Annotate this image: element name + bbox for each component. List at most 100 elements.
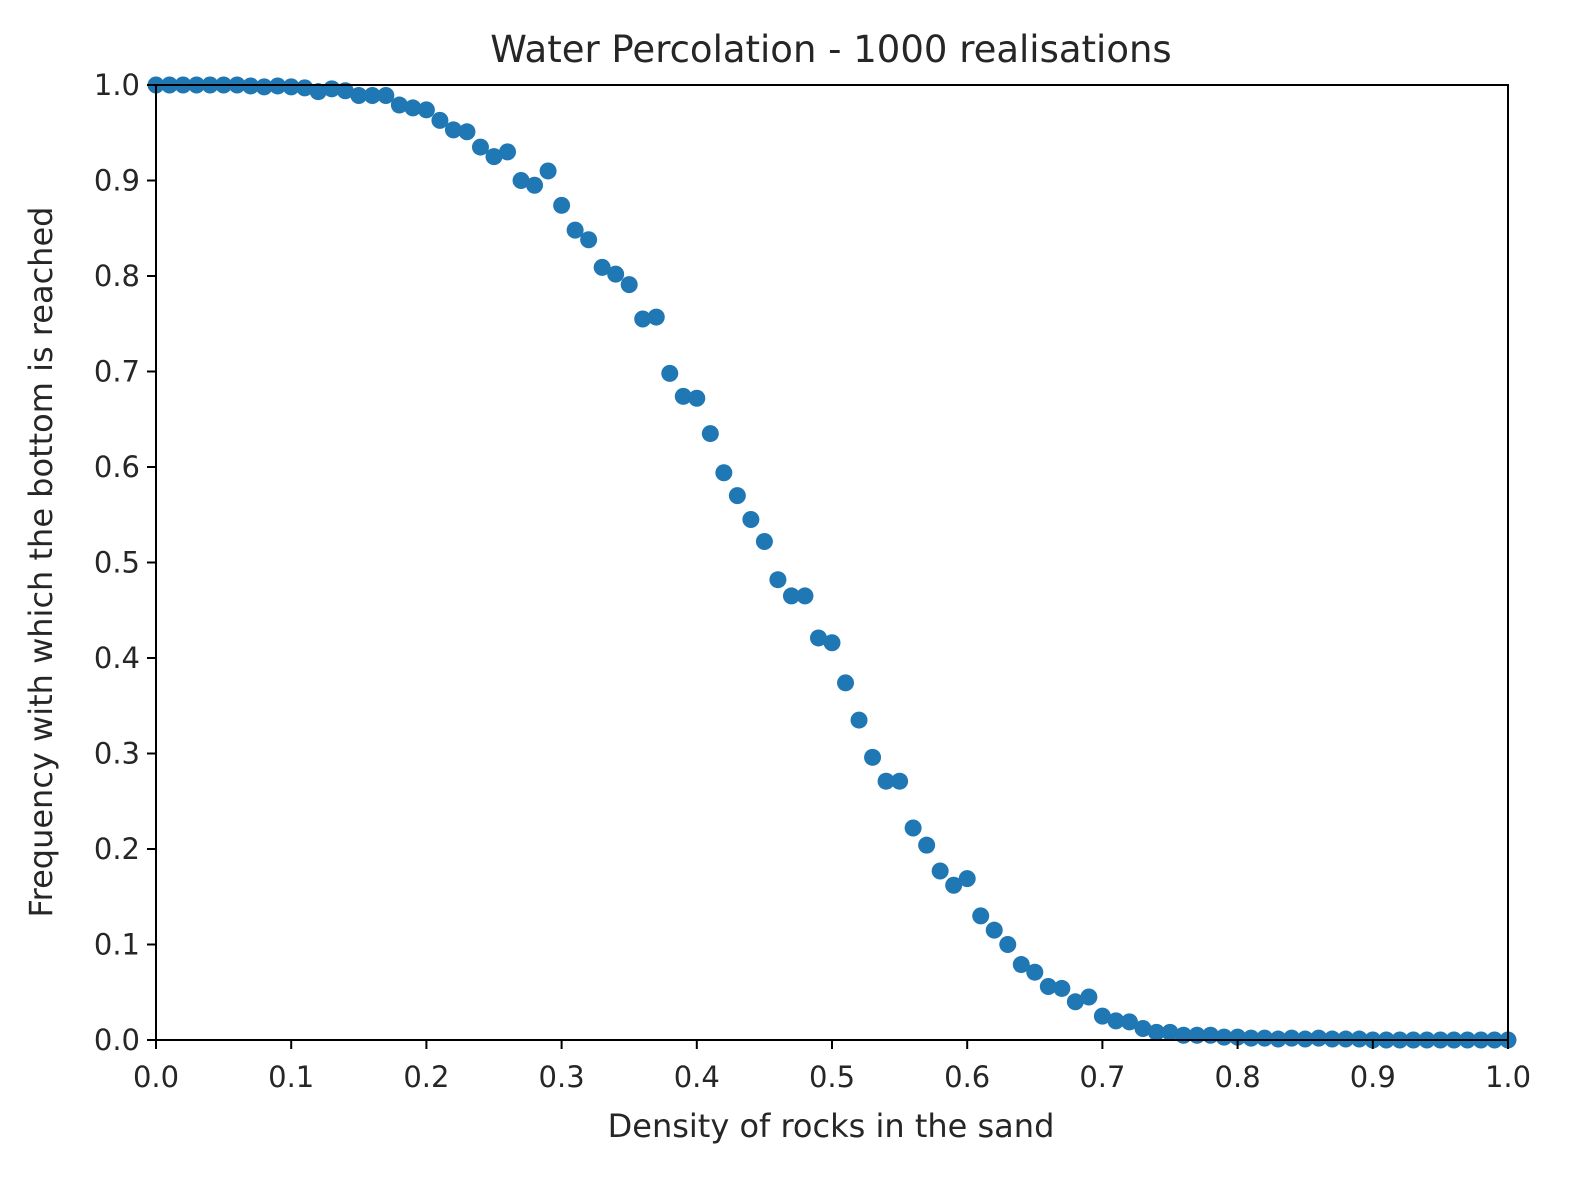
data-point bbox=[620, 276, 638, 294]
data-point bbox=[431, 111, 449, 129]
y-tick-label: 0.2 bbox=[94, 832, 140, 866]
data-point bbox=[363, 87, 381, 105]
data-point bbox=[607, 265, 625, 283]
data-point bbox=[769, 571, 787, 589]
data-point bbox=[634, 310, 652, 328]
data-point bbox=[715, 464, 733, 482]
x-tick-label: 0.7 bbox=[1079, 1060, 1125, 1094]
data-point bbox=[404, 99, 422, 117]
data-point bbox=[499, 143, 517, 161]
data-point bbox=[282, 78, 300, 96]
data-point bbox=[809, 629, 827, 647]
data-point bbox=[444, 121, 462, 139]
data-point bbox=[999, 936, 1017, 953]
data-point bbox=[336, 82, 354, 100]
data-point bbox=[1080, 988, 1098, 1006]
y-tick-label: 0.6 bbox=[94, 450, 140, 484]
data-point bbox=[485, 148, 503, 166]
data-point bbox=[1026, 963, 1044, 981]
chart-title: Water Percolation - 1000 realisations bbox=[490, 28, 1171, 71]
x-tick-label: 0.1 bbox=[268, 1060, 314, 1094]
data-point bbox=[674, 387, 692, 405]
data-point bbox=[1256, 1029, 1274, 1047]
data-point bbox=[688, 389, 706, 407]
data-point bbox=[647, 308, 665, 326]
y-tick-label: 0.7 bbox=[94, 355, 140, 389]
y-tick-label: 0.0 bbox=[94, 1023, 140, 1057]
data-point bbox=[593, 258, 611, 276]
data-point bbox=[1134, 1020, 1152, 1038]
data-point bbox=[1012, 956, 1030, 974]
data-point bbox=[1215, 1028, 1233, 1046]
data-point bbox=[539, 162, 557, 180]
data-point bbox=[864, 748, 882, 766]
y-tick-label: 0.4 bbox=[94, 641, 140, 675]
data-point bbox=[837, 674, 855, 692]
y-tick-label: 0.3 bbox=[94, 737, 140, 771]
data-point bbox=[918, 836, 936, 854]
data-point bbox=[1093, 1007, 1111, 1025]
data-point bbox=[742, 511, 760, 529]
data-point bbox=[390, 96, 408, 114]
x-tick-label: 0.8 bbox=[1215, 1060, 1261, 1094]
x-tick-label: 0.9 bbox=[1350, 1060, 1396, 1094]
data-point bbox=[985, 921, 1003, 939]
data-point bbox=[728, 487, 746, 505]
y-tick-label: 0.5 bbox=[94, 546, 140, 580]
y-tick-label: 1.0 bbox=[94, 68, 140, 102]
data-point bbox=[755, 532, 773, 550]
y-tick-label: 0.1 bbox=[94, 928, 140, 962]
data-point bbox=[796, 587, 814, 605]
x-tick-label: 0.4 bbox=[674, 1060, 720, 1094]
x-tick-label: 1.0 bbox=[1485, 1060, 1531, 1094]
data-point bbox=[417, 101, 435, 119]
x-axis-ticks: 0.0 0.1 0.2 0.3 0.4 0.5 0.6 0.7 0.8 0.9 1.0 bbox=[133, 1040, 1531, 1094]
data-point bbox=[945, 876, 963, 894]
y-tick-label: 0.8 bbox=[94, 259, 140, 293]
data-point bbox=[661, 364, 679, 382]
data-point bbox=[377, 87, 395, 105]
data-point bbox=[512, 172, 530, 189]
data-point bbox=[1283, 1029, 1301, 1047]
data-point bbox=[958, 870, 976, 888]
data-point bbox=[850, 711, 868, 729]
data-point bbox=[1039, 978, 1057, 996]
data-point bbox=[931, 862, 949, 880]
data-point bbox=[350, 87, 368, 105]
data-point bbox=[1053, 979, 1071, 997]
data-point bbox=[1147, 1023, 1165, 1041]
data-point bbox=[1161, 1023, 1179, 1041]
data-point bbox=[1242, 1029, 1260, 1047]
data-point bbox=[553, 196, 571, 214]
data-point bbox=[891, 772, 909, 790]
x-tick-label: 0.5 bbox=[809, 1060, 855, 1094]
x-tick-label: 0.2 bbox=[403, 1060, 449, 1094]
data-point bbox=[526, 176, 544, 194]
data-point bbox=[782, 587, 800, 605]
data-points bbox=[147, 76, 1517, 1049]
x-tick-label: 0.3 bbox=[539, 1060, 585, 1094]
x-tick-label: 0.0 bbox=[133, 1060, 179, 1094]
data-point bbox=[877, 772, 895, 790]
data-point bbox=[255, 78, 273, 96]
y-axis-label: Frequency with which the bottom is reach… bbox=[22, 207, 60, 918]
data-point bbox=[701, 425, 719, 443]
data-point bbox=[1310, 1029, 1328, 1047]
data-point bbox=[458, 123, 476, 141]
x-tick-label: 0.6 bbox=[944, 1060, 990, 1094]
data-point bbox=[1107, 1012, 1125, 1030]
data-point bbox=[1229, 1028, 1247, 1046]
data-point bbox=[580, 231, 598, 249]
data-point bbox=[823, 634, 841, 652]
data-point bbox=[1066, 993, 1084, 1011]
y-axis-ticks: 0.0 0.1 0.2 0.3 0.4 0.5 0.6 0.7 0.8 0.9 1.0 bbox=[94, 68, 156, 1057]
data-point bbox=[904, 819, 922, 837]
data-point bbox=[1120, 1013, 1138, 1031]
data-point bbox=[471, 138, 489, 156]
y-tick-label: 0.9 bbox=[94, 164, 140, 198]
data-point bbox=[566, 221, 584, 239]
data-point bbox=[309, 83, 327, 101]
data-point bbox=[296, 79, 314, 97]
data-point bbox=[972, 907, 990, 925]
